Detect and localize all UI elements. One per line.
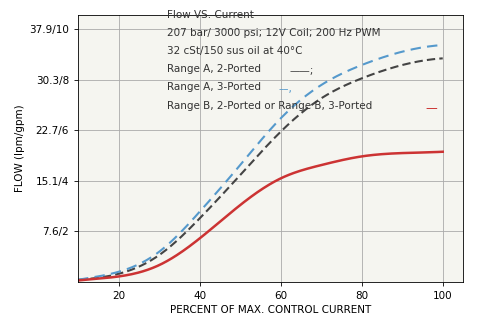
X-axis label: PERCENT OF MAX. CONTROL CURRENT: PERCENT OF MAX. CONTROL CURRENT bbox=[170, 305, 371, 315]
Text: 207 bar/ 3000 psi; 12V Coil; 200 Hz PWM: 207 bar/ 3000 psi; 12V Coil; 200 Hz PWM bbox=[167, 28, 381, 38]
Text: 32 cSt/150 sus oil at 40°C: 32 cSt/150 sus oil at 40°C bbox=[167, 46, 303, 56]
Y-axis label: FLOW (lpm/gpm): FLOW (lpm/gpm) bbox=[15, 105, 25, 192]
Text: Range A, 3-Ported: Range A, 3-Ported bbox=[167, 82, 264, 92]
Text: —: — bbox=[425, 102, 437, 115]
Text: ——;: ——; bbox=[289, 66, 314, 76]
Text: Range A, 2-Ported: Range A, 2-Ported bbox=[167, 64, 264, 74]
Text: Flow VS. Current: Flow VS. Current bbox=[167, 10, 254, 20]
Text: Range B, 2-Ported or Range B, 3-Ported: Range B, 2-Ported or Range B, 3-Ported bbox=[167, 101, 376, 111]
Text: ––,: ––, bbox=[278, 84, 292, 94]
